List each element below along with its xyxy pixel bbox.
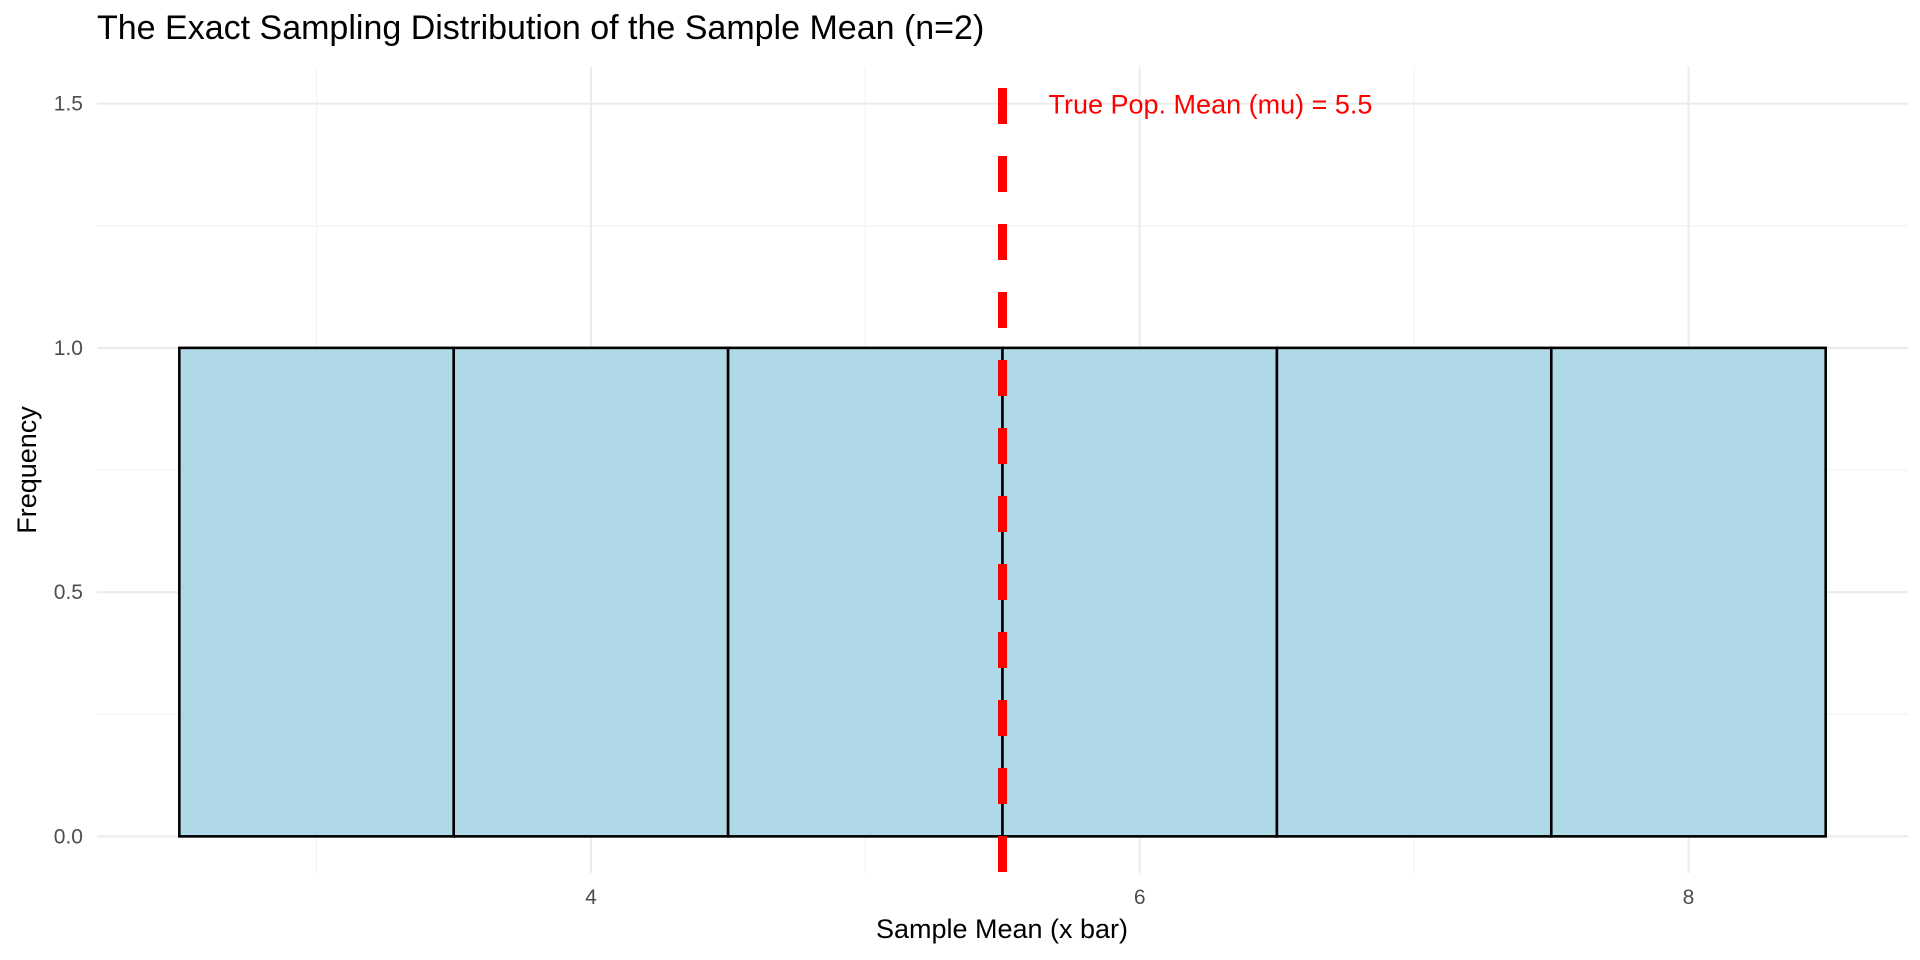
histogram-bars: [178, 346, 1827, 838]
histogram-bar-6: [1549, 346, 1827, 838]
y-axis-title: Frequency: [12, 406, 42, 534]
y-tick-label: 0.0: [54, 825, 83, 848]
reference-line-group: True Pop. Mean (mu) = 5.5: [998, 88, 1373, 873]
histogram-bar-3: [726, 346, 1004, 838]
y-tick-label: 1.5: [54, 93, 83, 116]
chart-title: The Exact Sampling Distribution of the S…: [97, 9, 984, 47]
x-tick-label: 6: [1134, 886, 1146, 909]
y-tick-label: 1.0: [54, 337, 83, 360]
histogram-bar-1: [178, 346, 456, 838]
x-tick-label: 4: [585, 886, 597, 909]
x-tick-label: 8: [1683, 886, 1695, 909]
histogram-bar-2: [452, 346, 730, 838]
x-axis-title: Sample Mean (x bar): [876, 914, 1128, 944]
histogram-bar-5: [1275, 346, 1553, 838]
y-tick-label: 0.5: [54, 581, 83, 604]
axis-labels: 4 6 8 0.0 0.5 1.0 1.5: [54, 93, 1695, 909]
true-mean-annotation: True Pop. Mean (mu) = 5.5: [1049, 90, 1373, 120]
histogram-bar-4: [1001, 346, 1279, 838]
